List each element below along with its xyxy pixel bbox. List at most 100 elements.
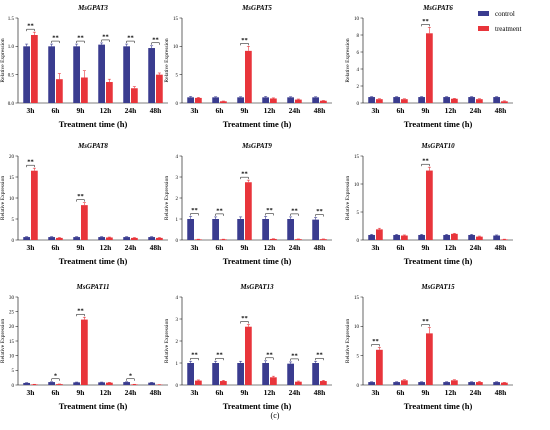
bar-treatment-12h xyxy=(451,380,458,385)
bar-treatment-6h xyxy=(401,235,408,240)
bar-control-48h xyxy=(148,48,155,103)
y-axis-label: Relative Expression xyxy=(164,38,170,82)
bar-control-3h xyxy=(187,97,194,103)
significance-label: ** xyxy=(372,338,379,345)
significance-label: ** xyxy=(241,171,248,178)
bar-control-48h xyxy=(493,235,500,240)
panel-title: MsGPAT3 xyxy=(77,4,108,12)
y-tick-label: 2 xyxy=(176,197,179,202)
x-tick-label: 9h xyxy=(422,106,431,115)
chart-panel-msgpat8: MsGPAT8 0 5 10 15 20 Relative Expression 3h ** 6h… xyxy=(0,142,168,266)
bar-control-48h xyxy=(493,97,500,103)
panel-title: MsGPAT5 xyxy=(241,4,272,12)
y-tick-label: 5 xyxy=(12,369,15,374)
x-axis-label: Treatment time (h) xyxy=(223,256,292,266)
y-tick-label: 0.0 xyxy=(8,102,15,107)
bar-treatment-48h xyxy=(156,237,163,240)
bar-treatment-24h xyxy=(131,88,138,103)
bar-control-48h xyxy=(312,219,319,240)
x-tick-label: 24h xyxy=(289,106,302,115)
x-tick-label: 3h xyxy=(372,388,381,397)
bar-treatment-48h xyxy=(501,382,508,385)
y-tick-label: 5 xyxy=(176,73,179,78)
bar-control-24h xyxy=(123,46,130,103)
x-tick-label: 9h xyxy=(77,243,86,252)
y-axis-label: Relative Expression xyxy=(345,38,351,82)
x-tick-label: 24h xyxy=(289,388,302,397)
x-tick-label: 48h xyxy=(314,106,327,115)
y-tick-label: 0 xyxy=(12,384,15,389)
bar-control-6h xyxy=(212,97,219,103)
bar-treatment-48h xyxy=(501,101,508,103)
panel-title: MsGPAT9 xyxy=(241,142,272,150)
bar-control-24h xyxy=(287,363,294,385)
x-tick-label: 48h xyxy=(495,388,508,397)
significance-bracket xyxy=(215,213,224,216)
panel-title: MsGPAT13 xyxy=(239,283,274,291)
significance-label: * xyxy=(129,372,132,379)
bar-control-9h xyxy=(418,382,425,385)
bar-treatment-9h xyxy=(426,33,433,103)
y-tick-label: 15 xyxy=(354,155,360,160)
significance-label: ** xyxy=(316,352,323,359)
significance-label: ** xyxy=(422,18,429,25)
x-tick-label: 6h xyxy=(52,243,61,252)
y-axis-label: Relative Expression xyxy=(0,38,6,82)
bar-treatment-3h xyxy=(31,35,38,103)
significance-label: ** xyxy=(52,35,59,42)
x-tick-label: 48h xyxy=(150,243,163,252)
x-tick-label: 3h xyxy=(27,388,36,397)
bar-treatment-24h xyxy=(476,236,483,240)
x-tick-label: 6h xyxy=(397,243,406,252)
bar-control-9h xyxy=(418,234,425,240)
chart-panel-msgpat10: MsGPAT10 0 5 10 15 Relative Expression 3h 6h 9h *… xyxy=(345,142,513,266)
x-tick-label: 9h xyxy=(241,388,250,397)
chart-panel-msgpat5: MsGPAT5 0 5 10 15 Relative Expression 3h 6h 9h **… xyxy=(164,4,332,129)
x-axis-label: Treatment time (h) xyxy=(223,401,292,411)
bar-treatment-3h xyxy=(195,97,202,103)
x-axis-label: Treatment time (h) xyxy=(59,119,128,129)
bar-treatment-12h xyxy=(106,82,113,103)
significance-label: ** xyxy=(27,159,34,166)
x-tick-label: 6h xyxy=(216,243,225,252)
x-tick-label: 9h xyxy=(422,243,431,252)
bar-treatment-24h xyxy=(131,384,138,385)
significance-label: ** xyxy=(27,23,34,30)
bar-control-3h xyxy=(23,46,30,103)
significance-label: ** xyxy=(291,207,298,214)
bar-treatment-9h xyxy=(245,326,252,385)
figure-caption: (c) xyxy=(271,411,280,420)
significance-bracket xyxy=(315,357,324,361)
x-tick-label: 9h xyxy=(422,388,431,397)
y-tick-label: 15 xyxy=(354,296,360,301)
bar-control-6h xyxy=(48,46,55,103)
x-tick-label: 6h xyxy=(52,106,61,115)
significance-label: ** xyxy=(216,207,223,214)
x-axis-label: Treatment time (h) xyxy=(404,256,473,266)
x-tick-label: 3h xyxy=(372,106,381,115)
significance-label: ** xyxy=(266,207,273,214)
x-tick-label: 12h xyxy=(100,243,113,252)
x-tick-label: 3h xyxy=(27,243,36,252)
x-tick-label: 12h xyxy=(100,106,113,115)
bar-control-24h xyxy=(287,219,294,240)
bar-control-24h xyxy=(287,97,294,103)
bar-control-12h xyxy=(262,97,269,103)
x-tick-label: 9h xyxy=(241,243,250,252)
bar-control-3h xyxy=(187,363,194,385)
y-tick-label: 10 xyxy=(354,325,360,330)
significance-bracket xyxy=(126,378,135,381)
bar-control-12h xyxy=(443,97,450,103)
significance-bracket xyxy=(290,358,299,361)
bar-control-48h xyxy=(148,382,155,385)
x-tick-label: 6h xyxy=(52,388,61,397)
bar-treatment-3h xyxy=(195,380,202,385)
y-tick-label: 0 xyxy=(176,239,179,244)
x-tick-label: 3h xyxy=(191,243,200,252)
x-tick-label: 48h xyxy=(314,243,327,252)
bar-control-12h xyxy=(443,382,450,385)
bar-treatment-6h xyxy=(220,381,227,385)
bar-treatment-3h xyxy=(376,229,383,240)
significance-bracket xyxy=(240,43,249,46)
